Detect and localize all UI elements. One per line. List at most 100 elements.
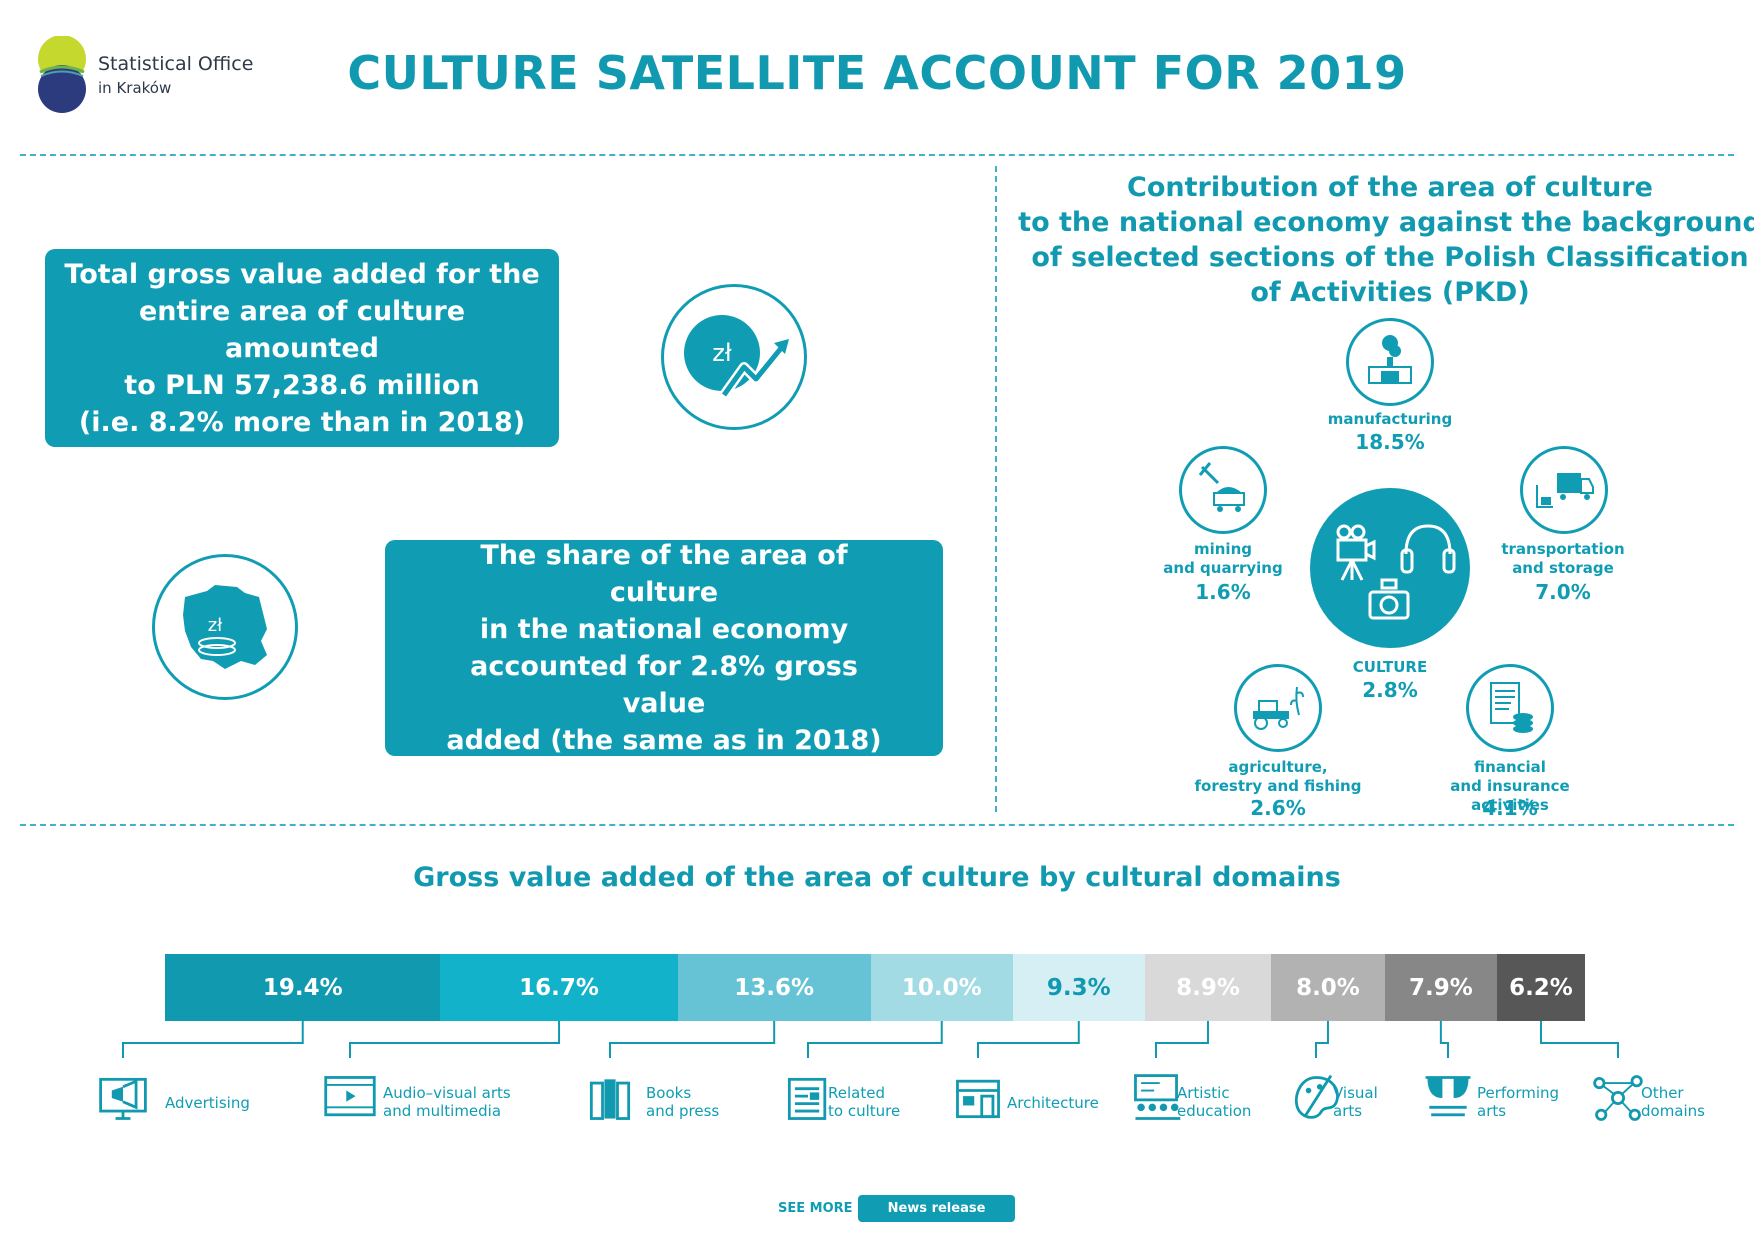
- culture-share-line: added (the same as in 2018): [446, 725, 882, 756]
- total-gva-line: entire area of culture amounted: [138, 295, 466, 364]
- domain-label-line: and press: [646, 1102, 720, 1120]
- tractor-icon: [1253, 686, 1304, 730]
- truck-icon: [1536, 473, 1594, 508]
- contribution-title-line: Contribution of the area of culture: [1127, 172, 1653, 203]
- total-gva-line: Total gross value added for the: [64, 258, 540, 290]
- culture-label: CULTURE: [1352, 658, 1428, 676]
- total-gva-line: to PLN 57,238.6 million: [124, 369, 480, 401]
- classroom-icon: [1128, 1070, 1184, 1130]
- domain-label: Books and press: [646, 1084, 719, 1120]
- bar-value-label: 16.7%: [519, 974, 599, 1001]
- domain-label-line: arts: [1477, 1102, 1507, 1120]
- bar-segment: 7.9%: [1384, 954, 1497, 1021]
- currency-symbol-text: zł: [208, 615, 223, 636]
- domain-label: Artistic education: [1177, 1084, 1251, 1120]
- theater-icon: [1420, 1070, 1476, 1130]
- culture-share-line: The share of the area of culture: [480, 540, 848, 608]
- contribution-title: Contribution of the area of culture to t…: [1010, 170, 1754, 310]
- section-label-finance: financial and insurance activities: [1415, 758, 1605, 815]
- bar-connector: [1439, 1021, 1449, 1058]
- domain-label: Related to culture: [828, 1084, 900, 1120]
- section-label-line: forestry and fishing: [1194, 777, 1362, 795]
- total-gva-line: (i.e. 8.2% more than in 2018): [78, 406, 526, 438]
- bar-connector: [1539, 1021, 1619, 1058]
- bar-connector: [1155, 1021, 1209, 1058]
- domain-label: Advertising: [165, 1094, 250, 1112]
- manufacturing-circle: [1346, 318, 1434, 406]
- bar-value-label: 8.0%: [1296, 974, 1360, 1001]
- advertising-icon: [95, 1070, 151, 1130]
- domain-label-line: arts: [1333, 1102, 1363, 1120]
- section-value-manufacturing: 18.5%: [1355, 430, 1425, 454]
- contribution-title-line: of selected sections of the Polish Class…: [1031, 242, 1749, 273]
- bar-value-label: 6.2%: [1509, 974, 1573, 1001]
- bar-segment: 9.3%: [1012, 954, 1145, 1021]
- domain-label-line: to culture: [828, 1102, 901, 1120]
- finance-document-icon: [1490, 682, 1533, 733]
- bar-value-label: 13.6%: [734, 974, 815, 1001]
- see-more-label: SEE MORE: [778, 1201, 853, 1216]
- section-value-finance: 4.1%: [1482, 796, 1538, 820]
- newspaper-icon: [780, 1070, 836, 1130]
- currency-symbol-text: zł: [712, 339, 732, 367]
- finance-circle: [1466, 664, 1554, 752]
- section-label-transport: transportation and storage: [1488, 540, 1638, 578]
- bar-segment: 16.7%: [440, 954, 678, 1021]
- news-release-button[interactable]: News release: [858, 1195, 1015, 1222]
- domain-label: Audio–visual arts and multimedia: [383, 1084, 511, 1120]
- bar-connector: [609, 1021, 776, 1058]
- domain-label-line: Performing: [1477, 1084, 1560, 1102]
- bar-connector: [349, 1021, 561, 1058]
- section-label-agriculture: agriculture, forestry and fishing: [1188, 758, 1368, 796]
- total-gva-box: Total gross value added for the entire a…: [45, 249, 559, 447]
- culture-media-icon: [1336, 524, 1456, 620]
- culture-value: 2.8%: [1362, 678, 1418, 702]
- divider-vertical: [995, 166, 997, 812]
- bar-value-label: 19.4%: [262, 974, 343, 1001]
- section-label-line: and insurance activities: [1450, 777, 1570, 814]
- transport-circle: [1520, 446, 1608, 534]
- culture-share-box: The share of the area of culture in the …: [385, 540, 943, 756]
- domain-label-line: Books: [646, 1084, 692, 1102]
- section-value-transport: 7.0%: [1535, 580, 1591, 604]
- domain-label: Performing arts: [1477, 1084, 1559, 1120]
- bar-segment: 8.0%: [1271, 954, 1385, 1021]
- culture-share-line: in the national economy: [479, 614, 849, 645]
- domain-label-line: and multimedia: [383, 1102, 502, 1120]
- section-label-line: financial: [1474, 758, 1546, 776]
- domain-label-line: education: [1177, 1102, 1252, 1120]
- section-label-line: transportation: [1501, 540, 1625, 558]
- domain-label: Other domains: [1641, 1084, 1705, 1120]
- agriculture-circle: [1234, 664, 1322, 752]
- domain-label-line: domains: [1641, 1102, 1705, 1120]
- factory-icon: [1368, 335, 1412, 384]
- logo-text: Statistical Office in Kraków: [98, 52, 253, 100]
- video-player-icon: [322, 1070, 378, 1130]
- domain-label-line: Related: [828, 1084, 885, 1102]
- money-growth-icon: zł: [661, 284, 807, 430]
- logo-mark-icon: [38, 35, 86, 113]
- bar-segment: 10.0%: [870, 954, 1013, 1021]
- domain-label-line: Advertising: [165, 1094, 250, 1112]
- domain-label-line: Architecture: [1007, 1094, 1099, 1112]
- section-label-line: mining: [1193, 540, 1252, 558]
- culture-circle: [1310, 488, 1470, 648]
- books-icon: [582, 1070, 638, 1130]
- bar-value-label: 8.9%: [1176, 974, 1240, 1001]
- section-label-manufacturing: manufacturing: [1327, 410, 1453, 428]
- culture-share-line: accounted for 2.8% gross value: [470, 651, 858, 719]
- bar-segment: 8.9%: [1144, 954, 1272, 1021]
- domain-label-line: Other: [1641, 1084, 1684, 1102]
- building-icon: [950, 1070, 1006, 1130]
- bar-segment: 19.4%: [165, 954, 441, 1021]
- divider-middle: [20, 824, 1734, 826]
- mining-cart-icon: [1198, 462, 1245, 512]
- logo-name: Statistical Office: [98, 53, 254, 75]
- domain-label-line: Artistic: [1177, 1084, 1230, 1102]
- page-title: CULTURE SATELLITE ACCOUNT FOR 2019: [347, 46, 1407, 100]
- logo: [36, 35, 276, 116]
- bar-connector: [807, 1021, 943, 1058]
- domain-label-line: Audio–visual arts: [383, 1084, 511, 1102]
- contribution-title-line: of Activities (PKD): [1250, 277, 1530, 308]
- domain-label: Visual arts: [1333, 1084, 1378, 1120]
